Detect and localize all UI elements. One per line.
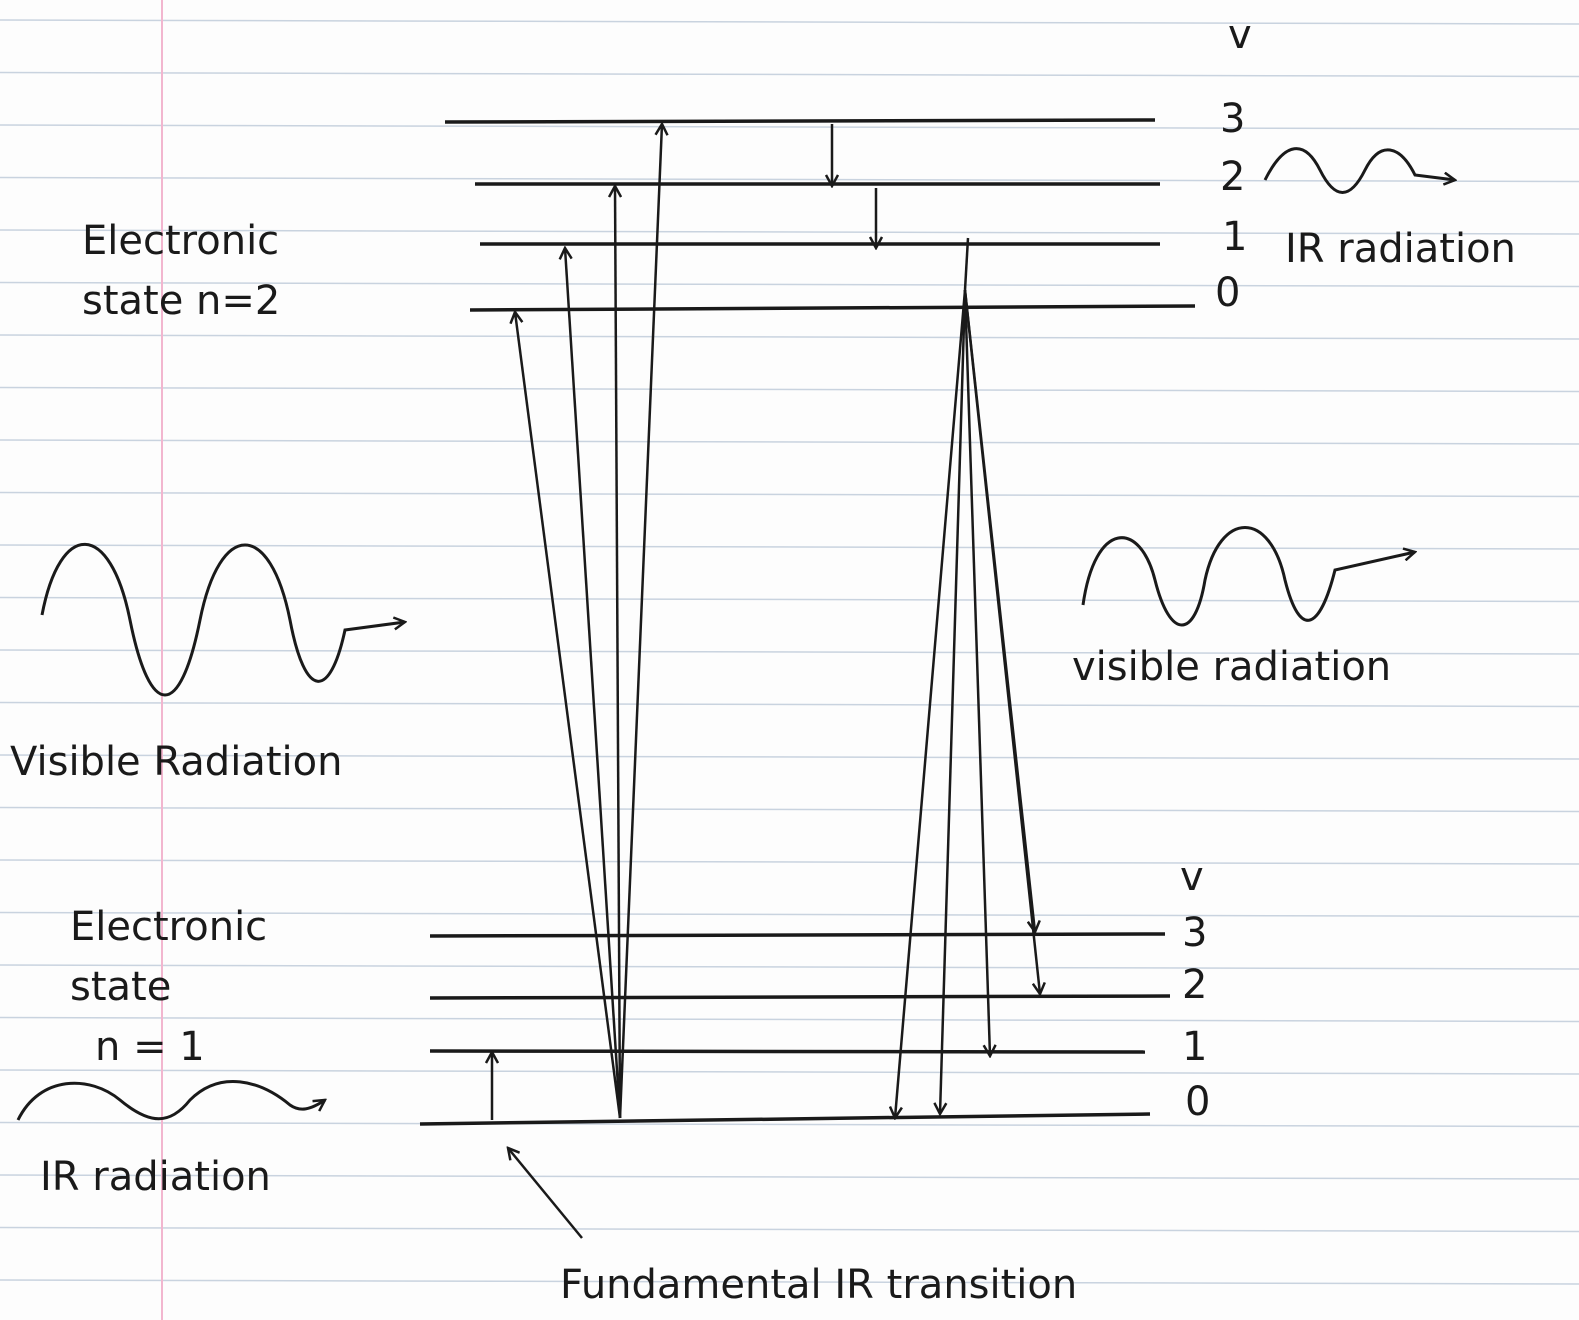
- paper-rule: [0, 334, 1579, 340]
- annotation: IR radiation: [40, 1154, 271, 1200]
- state-label: n = 1: [95, 1024, 205, 1070]
- absorption-arrow: [565, 248, 622, 1119]
- paper-rule: [0, 859, 1579, 865]
- annotation: Visible Radiation: [10, 739, 342, 785]
- level-label: 3: [1220, 96, 1245, 142]
- paper-rule: [0, 71, 1579, 78]
- paper-rule: [0, 1174, 1579, 1180]
- paper-rule: [0, 439, 1579, 445]
- paper-rule: [0, 649, 1579, 655]
- paper-rule: [0, 754, 1579, 760]
- paper-rule: [0, 964, 1579, 970]
- wave: [40, 542, 405, 697]
- level-line: [429, 994, 1171, 1000]
- level-label: 0: [1215, 270, 1240, 316]
- wave: [1263, 147, 1455, 194]
- paper-rule: [0, 19, 1579, 25]
- pointer-arrow: [508, 1148, 583, 1239]
- paper-rule: [0, 1226, 1579, 1233]
- paper-rule: [0, 1279, 1579, 1285]
- annotation: visible radiation: [1072, 644, 1391, 690]
- paper-rule: [0, 1069, 1579, 1075]
- emission-stem: [963, 237, 970, 291]
- state-label: state n=2: [82, 278, 280, 324]
- paper-rule: [0, 806, 1579, 813]
- paper-rule: [0, 176, 1579, 183]
- level-label: 2: [1182, 962, 1207, 1008]
- state-label: state: [70, 964, 171, 1010]
- paper-rule: [0, 596, 1579, 603]
- emission-arrow: [895, 289, 967, 1118]
- annotation: IR radiation: [1285, 226, 1516, 272]
- emission-arrow: [963, 289, 990, 1056]
- level-label: 3: [1182, 910, 1207, 956]
- absorption-arrow: [515, 312, 622, 1119]
- absorption-arrow: [618, 124, 662, 1119]
- absorption-arrow: [615, 186, 620, 1119]
- state-label: Electronic: [70, 904, 267, 950]
- paper-rule: [0, 544, 1579, 550]
- wave: [16, 1080, 325, 1121]
- annotation: Fundamental IR transition: [560, 1262, 1077, 1308]
- paper-rule: [0, 701, 1579, 708]
- emission-arrow: [963, 289, 1035, 932]
- paper-rule: [0, 229, 1579, 235]
- wave: [1081, 526, 1415, 627]
- level-line: [419, 1112, 1151, 1126]
- paper-rule: [0, 1016, 1579, 1023]
- v-header: v: [1180, 854, 1204, 900]
- level-label: 1: [1182, 1024, 1207, 1070]
- paper-rule: [0, 911, 1579, 918]
- level-label: 2: [1220, 154, 1245, 200]
- level-label: 1: [1222, 214, 1247, 260]
- state-label: Electronic: [82, 218, 279, 264]
- paper-rule: [0, 124, 1579, 130]
- paper-rule: [0, 1121, 1579, 1128]
- level-line: [469, 304, 1196, 312]
- paper-rules: [0, 19, 1579, 1285]
- emission-arrow: [940, 289, 967, 1114]
- level-line: [444, 118, 1156, 124]
- v-header: v: [1228, 12, 1252, 58]
- paper-rule: [0, 386, 1579, 393]
- level-line: [429, 1049, 1146, 1054]
- level-line: [429, 932, 1166, 938]
- paper-rule: [0, 281, 1579, 288]
- paper-rule: [0, 491, 1579, 498]
- level-label: 0: [1185, 1079, 1210, 1125]
